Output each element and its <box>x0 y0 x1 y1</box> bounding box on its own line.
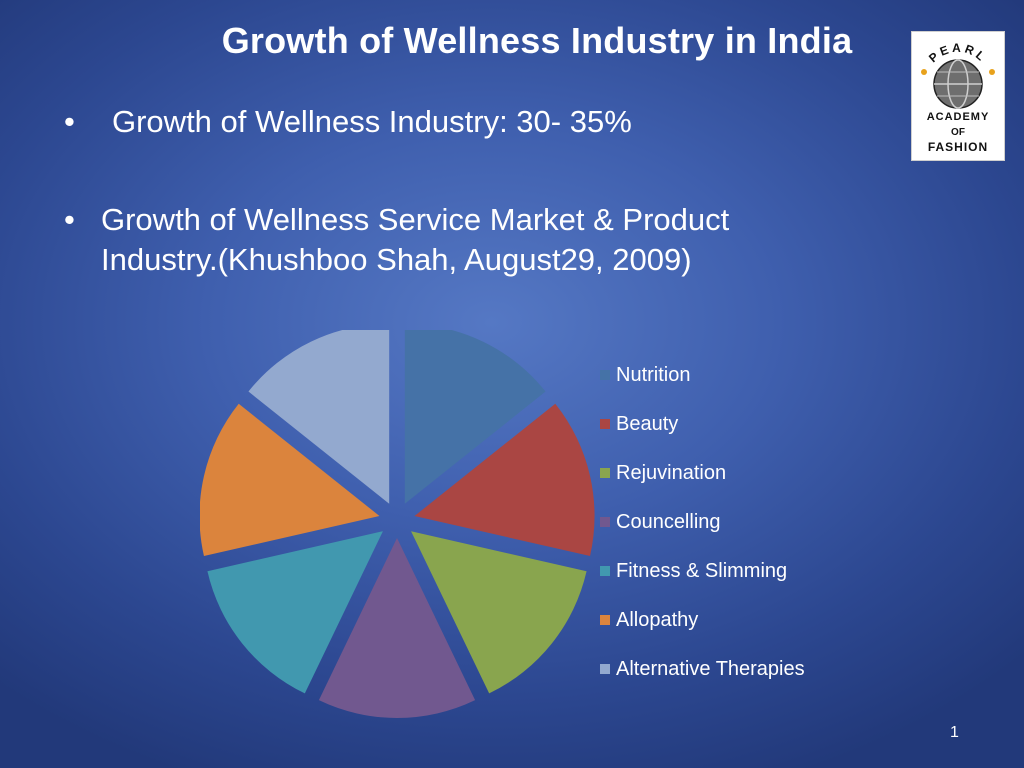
legend-swatch <box>600 468 610 478</box>
logo-middle-text: ACADEMY <box>927 111 990 123</box>
slide-title: Growth of Wellness Industry in India <box>221 20 853 61</box>
legend-label: Allopathy <box>616 609 699 631</box>
logo-bottom-text: FASHION <box>928 140 988 154</box>
pie-slice-allopathy <box>200 403 380 557</box>
legend-swatch <box>600 370 610 380</box>
pie-slice-councelling <box>318 538 476 718</box>
logo-small-text: OF <box>951 127 965 138</box>
legend-label: Rejuvination <box>616 462 727 484</box>
legend-swatch <box>600 664 610 674</box>
pie-slice-fitness-slimming <box>207 531 383 694</box>
legend-label: Nutrition <box>616 364 691 386</box>
page-number: 1 <box>950 724 959 741</box>
legend-swatch <box>600 615 610 625</box>
legend-label: Alternative Therapies <box>616 658 805 680</box>
bullet-marker: • <box>64 104 75 139</box>
legend-label: Fitness & Slimming <box>616 560 788 582</box>
legend-swatch <box>600 517 610 527</box>
bullet-text: Growth of Wellness Industry: 30- 35% <box>112 104 632 139</box>
legend-swatch <box>600 566 610 576</box>
pie-slice-nutrition <box>404 330 546 504</box>
pie-slice-rejuvination <box>411 531 587 694</box>
legend-label: Beauty <box>616 413 679 435</box>
legend-label: Councelling <box>616 511 721 533</box>
bullet-marker: • <box>64 202 75 237</box>
legend-swatch <box>600 419 610 429</box>
pie-slice-alternative-therapies <box>248 330 390 504</box>
pearl-academy-logo: PEARL ACADEMY OF FASHION <box>911 31 1005 161</box>
bullet-text: Growth of Wellness Service Market & Prod… <box>101 202 730 277</box>
pie-slice-beauty <box>414 403 595 557</box>
wellness-pie-chart <box>200 330 595 718</box>
logo-emblem: PEARL ACADEMY OF FASHION <box>921 41 995 154</box>
